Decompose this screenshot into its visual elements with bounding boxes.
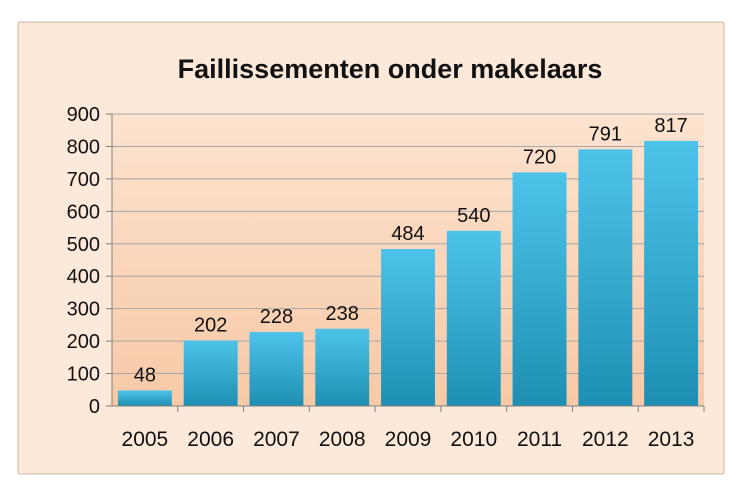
bar-2009 bbox=[381, 248, 435, 406]
data-label-2009: 484 bbox=[391, 223, 424, 245]
data-label-2010: 540 bbox=[457, 205, 490, 227]
y-tick-label: 700 bbox=[67, 169, 100, 191]
y-tick-label: 600 bbox=[67, 201, 100, 223]
bar-2013 bbox=[644, 140, 699, 406]
y-tick-label: 200 bbox=[67, 331, 100, 353]
bar-2012 bbox=[578, 149, 633, 406]
bar-2005 bbox=[117, 390, 172, 406]
x-tick-label-2011: 2011 bbox=[517, 428, 562, 451]
data-label-2012: 791 bbox=[589, 123, 622, 145]
data-label-2005: 48 bbox=[134, 364, 156, 386]
y-tick-label: 300 bbox=[67, 299, 100, 321]
x-tick-label-2007: 2007 bbox=[253, 428, 300, 451]
data-label-2008: 238 bbox=[326, 303, 359, 325]
bars bbox=[117, 140, 699, 406]
data-label-2013: 817 bbox=[654, 115, 687, 137]
y-tick-label: 400 bbox=[67, 266, 100, 288]
y-tick-label: 900 bbox=[67, 104, 100, 126]
data-label-2007: 228 bbox=[260, 306, 293, 328]
x-axis-tick-labels: 2005 2006 2007 2008 2009 2010 2011 2012 2013 bbox=[122, 406, 705, 451]
x-tick-label-2005: 2005 bbox=[122, 428, 169, 451]
y-tick-label: 0 bbox=[89, 396, 100, 418]
bar-2010 bbox=[446, 230, 501, 406]
y-tick-label: 800 bbox=[67, 136, 100, 158]
bar-2011 bbox=[512, 172, 567, 406]
y-axis-tick-labels: 0 100 200 300 400 500 600 700 800 900 bbox=[67, 104, 100, 418]
x-tick-label-2010: 2010 bbox=[450, 428, 497, 451]
data-label-2006: 202 bbox=[194, 314, 227, 336]
x-tick-label-2012: 2012 bbox=[582, 428, 629, 451]
x-tick-label-2009: 2009 bbox=[385, 428, 432, 451]
x-tick-label-2013: 2013 bbox=[648, 428, 695, 451]
x-tick-label-2006: 2006 bbox=[187, 428, 234, 451]
x-tick-label-2008: 2008 bbox=[319, 428, 366, 451]
y-tick-label: 500 bbox=[67, 234, 100, 256]
data-labels: 48 202 228 238 484 540 720 791 817 bbox=[134, 115, 688, 386]
chart-title: Faillissementen onder makelaars bbox=[178, 54, 603, 84]
bar-2006 bbox=[183, 340, 238, 406]
data-label-2011: 720 bbox=[523, 146, 556, 168]
bar-2007 bbox=[249, 332, 304, 406]
y-tick-label: 100 bbox=[67, 364, 100, 386]
bar-2008 bbox=[315, 328, 370, 406]
